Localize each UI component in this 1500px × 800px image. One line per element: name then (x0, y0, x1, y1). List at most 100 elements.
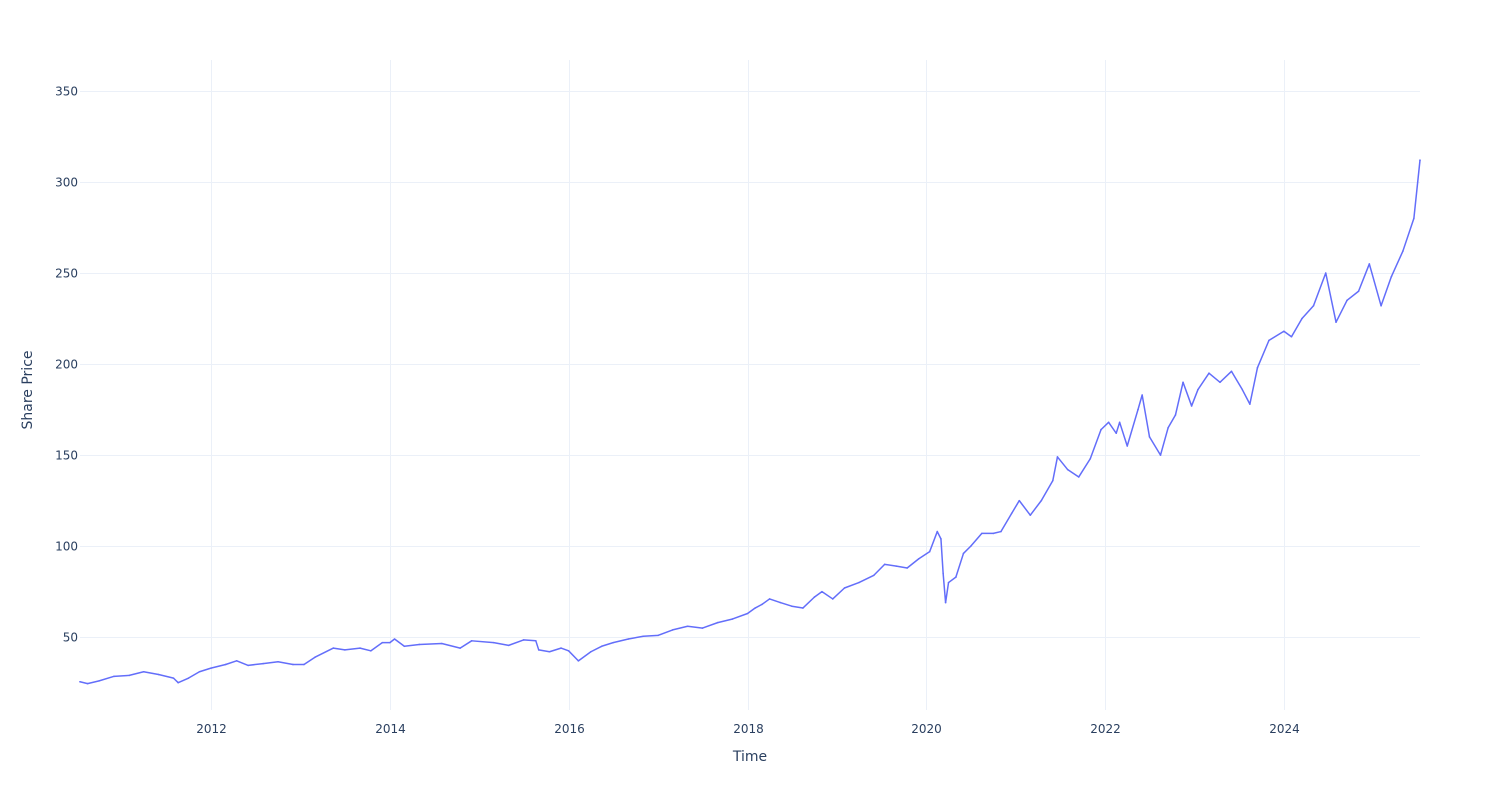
data-point (393, 638, 396, 640)
data-point (86, 682, 89, 685)
data-point (942, 572, 944, 575)
data-point (1301, 317, 1303, 320)
data-point (1256, 366, 1259, 369)
data-point (492, 641, 495, 644)
data-point (359, 647, 361, 649)
data-point (1182, 381, 1184, 384)
y-tick-label: 50 (63, 631, 78, 645)
data-point (381, 641, 384, 644)
data-point (1312, 305, 1315, 307)
data-point (802, 607, 804, 609)
data-point (235, 660, 238, 662)
data-point (1010, 512, 1013, 515)
data-point (1197, 388, 1199, 391)
x-axis-title: Time (732, 749, 767, 765)
data-point (113, 675, 115, 678)
y-tick-label: 300 (55, 176, 78, 190)
data-point (389, 641, 391, 644)
data-point (1056, 456, 1059, 458)
data-point (418, 643, 421, 646)
data-point (470, 640, 473, 642)
data-point (292, 663, 294, 666)
data-point (1419, 159, 1421, 161)
data-point (981, 532, 983, 535)
data-point (262, 662, 264, 665)
series-layer (79, 159, 1421, 685)
data-point (612, 641, 614, 644)
data-point (1167, 426, 1169, 429)
data-point (1137, 408, 1139, 411)
data-point (1115, 432, 1118, 435)
data-point (403, 645, 406, 648)
data-point (1249, 403, 1251, 405)
data-point (1290, 335, 1293, 338)
data-point (224, 663, 227, 666)
data-point (843, 587, 846, 589)
data-point (1148, 436, 1151, 438)
data-point (955, 576, 957, 578)
x-tick-label: 2016 (554, 722, 585, 736)
data-point (314, 656, 316, 658)
data-point (1029, 514, 1032, 516)
data-point (537, 649, 540, 651)
data-point (1230, 370, 1233, 373)
data-point (754, 607, 756, 609)
data-point (821, 590, 823, 593)
data-point (1268, 339, 1270, 342)
grid-lines (80, 60, 1420, 710)
data-point (731, 618, 734, 620)
data-point (590, 650, 592, 653)
data-point (906, 567, 908, 569)
x-axis-ticks: 2012 2014 2016 2018 2020 2022 2024 (196, 722, 1300, 736)
y-tick-label: 350 (55, 85, 78, 99)
data-point (944, 601, 947, 604)
data-point (303, 663, 305, 666)
x-tick-label: 2018 (733, 722, 764, 736)
data-point (1219, 381, 1221, 384)
data-point (746, 612, 749, 615)
y-tick-label: 150 (55, 449, 78, 463)
data-point (831, 598, 834, 600)
x-tick-label: 2020 (911, 722, 942, 736)
data-point (779, 601, 782, 604)
data-point (1190, 405, 1193, 407)
data-point (1402, 250, 1404, 252)
data-point (247, 664, 249, 667)
data-point (142, 670, 145, 673)
data-point (507, 644, 510, 647)
data-point (686, 625, 689, 628)
data-point (1335, 321, 1337, 323)
data-point (1368, 263, 1371, 265)
data-point (577, 660, 580, 662)
data-point (567, 650, 570, 652)
y-tick-label: 200 (55, 358, 78, 372)
share-price-line (79, 159, 1421, 685)
data-point (627, 638, 630, 640)
data-point (858, 581, 860, 584)
data-point (970, 545, 972, 547)
data-point (1052, 479, 1054, 482)
data-point (883, 563, 886, 566)
data-point (1040, 499, 1043, 502)
data-point (332, 647, 335, 649)
x-tick-label: 2024 (1269, 722, 1300, 736)
data-point (1159, 454, 1162, 456)
data-point (177, 681, 179, 684)
data-point (370, 650, 372, 652)
data-point (522, 639, 525, 641)
data-point (936, 530, 939, 533)
data-point (1077, 476, 1080, 478)
data-point (928, 550, 931, 553)
data-point (172, 677, 175, 679)
data-point (198, 670, 201, 673)
y-axis-title: Share Price (20, 350, 36, 429)
data-point (1380, 305, 1382, 307)
data-point (459, 647, 461, 649)
data-point (1018, 499, 1021, 502)
data-point (1066, 468, 1069, 471)
data-point (1174, 414, 1177, 416)
data-point (1089, 457, 1092, 460)
data-point (1324, 272, 1327, 274)
